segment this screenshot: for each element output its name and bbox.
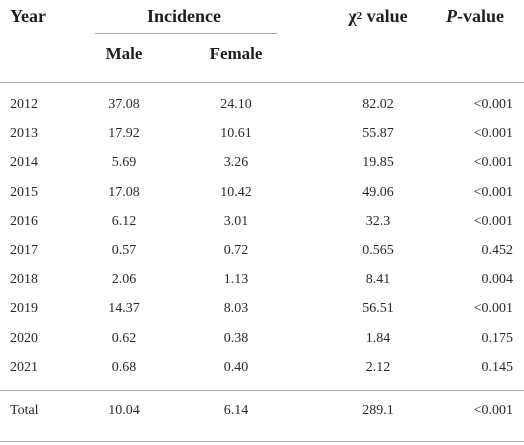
- female-subheader: Female: [209, 44, 263, 63]
- female-cell: 24.10: [220, 97, 252, 112]
- p-value-cell: <0.001: [473, 301, 513, 316]
- male-cell: 0.57: [111, 243, 137, 258]
- total-rule: [0, 390, 524, 391]
- year-header: Year: [10, 6, 46, 26]
- female-cell: 8.03: [223, 301, 249, 316]
- chi-superscript: 2: [356, 10, 363, 22]
- female-cell: 0.40: [223, 360, 249, 375]
- chi-square-cell: 32.3: [365, 214, 391, 229]
- chi-square-cell: 0.565: [362, 243, 394, 258]
- year-cell: 2019: [10, 301, 38, 316]
- p-value-cell: <0.001: [473, 185, 513, 200]
- chi-symbol: χ: [348, 6, 357, 26]
- female-cell: 0.72: [223, 243, 249, 258]
- male-cell: 17.08: [108, 185, 140, 200]
- year-cell: 2021: [10, 360, 38, 375]
- p-value-cell: 0.452: [481, 243, 514, 258]
- p-value-cell: <0.001: [473, 126, 513, 141]
- year-cell: 2014: [10, 155, 38, 170]
- header-rule: [0, 82, 524, 83]
- female-cell: 1.13: [223, 272, 249, 287]
- p-letter: P: [446, 6, 457, 26]
- male-cell: 5.69: [111, 155, 137, 170]
- p-value-cell: 0.145: [481, 360, 514, 375]
- bottom-rule: [0, 441, 524, 442]
- total-male: 10.04: [108, 403, 140, 418]
- p-value-cell: <0.001: [473, 97, 513, 112]
- chi-square-cell: 49.06: [362, 185, 394, 200]
- female-cell: 10.61: [220, 126, 252, 141]
- male-subheader: Male: [105, 44, 143, 63]
- total-label: Total: [10, 403, 39, 418]
- female-cell: 10.42: [220, 185, 252, 200]
- total-p-value: <0.001: [473, 403, 513, 418]
- incidence-header: Incidence: [147, 6, 221, 26]
- year-cell: 2018: [10, 272, 38, 287]
- year-cell: 2012: [10, 97, 38, 112]
- chi-square-cell: 56.51: [362, 301, 394, 316]
- year-cell: 2013: [10, 126, 38, 141]
- p-label: -value: [457, 6, 504, 26]
- chi-square-cell: 1.84: [365, 331, 391, 346]
- female-cell: 0.38: [223, 331, 249, 346]
- p-value-cell: <0.001: [473, 155, 513, 170]
- year-cell: 2016: [10, 214, 38, 229]
- chi-square-cell: 2.12: [365, 360, 391, 375]
- male-cell: 37.08: [108, 97, 140, 112]
- chi-square-cell: 55.87: [362, 126, 394, 141]
- chi-label: value: [362, 6, 408, 26]
- chi-square-cell: 8.41: [365, 272, 391, 287]
- year-cell: 2017: [10, 243, 38, 258]
- chi-square-cell: 19.85: [362, 155, 394, 170]
- year-cell: 2015: [10, 185, 38, 200]
- male-cell: 17.92: [108, 126, 140, 141]
- p-value-header: P-value: [446, 6, 504, 27]
- male-cell: 0.68: [111, 360, 137, 375]
- male-cell: 6.12: [111, 214, 137, 229]
- female-cell: 3.26: [223, 155, 249, 170]
- total-chi-square: 289.1: [362, 403, 394, 418]
- p-value-cell: 0.175: [481, 331, 514, 346]
- male-cell: 0.62: [111, 331, 137, 346]
- incidence-underline: [95, 33, 277, 34]
- p-value-cell: <0.001: [473, 214, 513, 229]
- chi-square-header: χ2 value: [348, 6, 407, 27]
- p-value-cell: 0.004: [481, 272, 514, 287]
- female-cell: 3.01: [223, 214, 249, 229]
- male-cell: 14.37: [108, 301, 140, 316]
- year-cell: 2020: [10, 331, 38, 346]
- total-female: 6.14: [223, 403, 249, 418]
- chi-square-cell: 82.02: [362, 97, 394, 112]
- male-cell: 2.06: [111, 272, 137, 287]
